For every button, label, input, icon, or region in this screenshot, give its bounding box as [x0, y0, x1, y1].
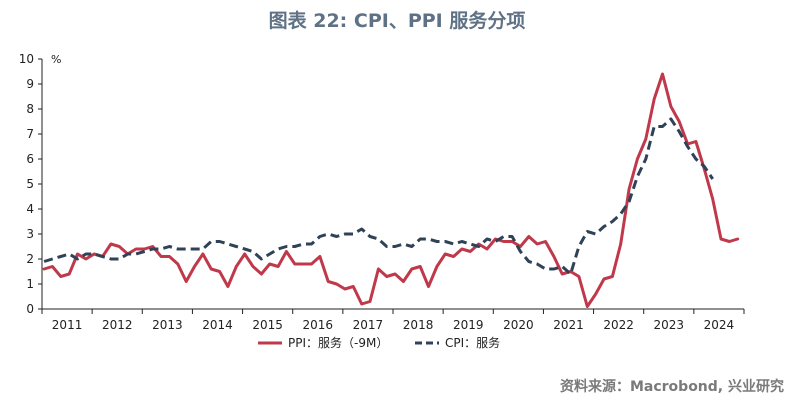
y-tick-label: 0	[26, 302, 34, 316]
x-tick-label: 2017	[353, 318, 384, 332]
x-tick-label: 2023	[654, 318, 685, 332]
series-layer	[42, 72, 740, 308]
x-tick-label: 2019	[453, 318, 484, 332]
x-tick-label: 2014	[202, 318, 233, 332]
page-title: 图表 22: CPI、PPI 服务分项	[268, 10, 526, 32]
x-tick-label: 2011	[52, 318, 83, 332]
y-tick-label: 2	[26, 252, 34, 266]
x-tick-label: 2024	[704, 318, 735, 332]
y-tick-label: 10	[19, 52, 34, 66]
legend-item-cpi-label: CPI：服务	[445, 335, 500, 350]
source-note: 资料来源：Macrobond, 兴业研究	[559, 379, 784, 395]
x-tick-label: 2021	[553, 318, 584, 332]
y-tick-label: 6	[26, 152, 34, 166]
x-tick-label: 2013	[152, 318, 183, 332]
cpi-services-line	[43, 117, 714, 276]
x-tick-label: 2015	[252, 318, 283, 332]
y-tick-label: 3	[26, 227, 34, 241]
y-tick-label: 9	[26, 77, 34, 91]
legend-item-ppi-label: PPI：服务（-9M）	[288, 335, 388, 350]
x-tick-label: 2018	[403, 318, 434, 332]
x-tick-label: 2020	[503, 318, 534, 332]
y-tick-label: 4	[26, 202, 34, 216]
x-tick-label: 2016	[303, 318, 334, 332]
y-tick-label: 5	[26, 177, 34, 191]
x-tick-label: 2022	[603, 318, 634, 332]
x-tick-label: 2012	[102, 318, 133, 332]
y-tick-label: 1	[26, 277, 34, 291]
y-tick-label: 7	[26, 127, 34, 141]
y-axis-unit: %	[51, 53, 61, 66]
ppi-services-line	[42, 72, 740, 308]
y-tick-label: 8	[26, 102, 34, 116]
chart-axes: 0 1 2 3 4 5 6 7 8 9 10 % 2011 2012 2013 2014 2015 2016 201…	[19, 52, 745, 332]
legend: PPI：服务（-9M） CPI：服务	[258, 335, 500, 350]
